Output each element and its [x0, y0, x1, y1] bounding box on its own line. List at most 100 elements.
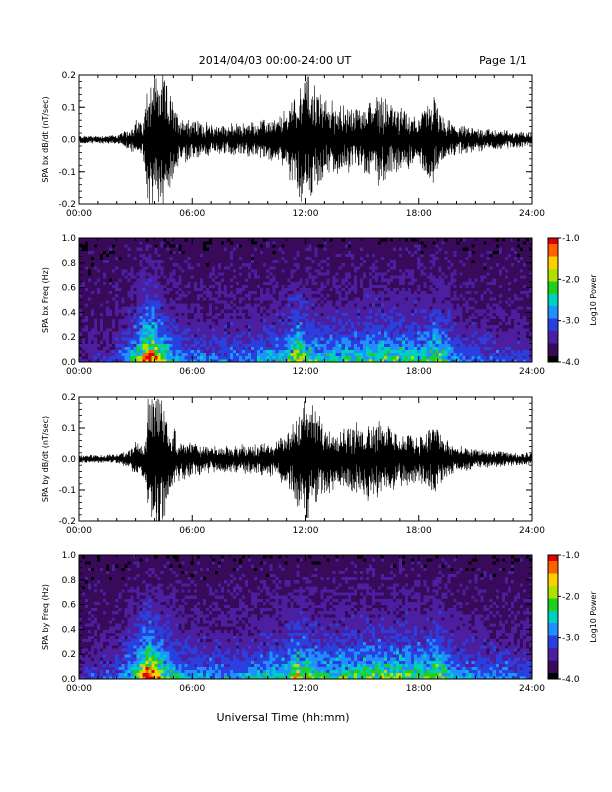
spectrogram-cell — [287, 322, 290, 326]
spectrogram-cell — [272, 322, 275, 326]
spectrogram-cell — [85, 312, 88, 316]
spectrogram-cell — [200, 285, 203, 289]
spectrogram-cell — [215, 238, 218, 242]
spectrogram-cell — [248, 340, 251, 344]
spectrogram-cell — [272, 263, 275, 267]
spectrogram-cell — [167, 263, 170, 267]
spectrogram-cell — [435, 343, 438, 347]
spectrogram-cell — [103, 275, 106, 279]
spectrogram-cell — [429, 281, 432, 285]
spectrogram-cell — [88, 343, 91, 347]
spectrogram-cell — [348, 306, 351, 310]
spectrogram-cell — [179, 337, 182, 341]
spectrogram-cell — [272, 325, 275, 329]
spectrogram-cell — [390, 306, 393, 310]
spectrogram-cell — [197, 306, 200, 310]
spectrogram-cell — [203, 306, 206, 310]
spectrogram-cell — [360, 272, 363, 276]
spectrogram-cell — [330, 347, 333, 351]
spectrogram-cell — [345, 250, 348, 254]
spectrogram-cell — [318, 356, 321, 360]
spectrogram-cell — [420, 316, 423, 320]
spectrogram-cell — [438, 241, 441, 245]
x-tick-label: 24:00 — [519, 209, 545, 219]
spectrogram-cell — [215, 291, 218, 295]
spectrogram-cell — [290, 337, 293, 341]
spectrogram-cell — [251, 272, 254, 276]
spectrogram-cell — [206, 294, 209, 298]
spectrogram-cell — [260, 269, 263, 273]
spectrogram-cell — [315, 278, 318, 282]
spectrogram-cell — [354, 353, 357, 357]
spectrogram-cell — [188, 244, 191, 248]
spectrogram-cell — [97, 325, 100, 329]
spectrogram-cell — [354, 247, 357, 251]
spectrogram-cell — [179, 254, 182, 258]
spectrogram-cell — [248, 356, 251, 360]
spectrogram-cell — [411, 294, 414, 298]
spectrogram-cell — [429, 309, 432, 313]
spectrogram-cell — [124, 343, 127, 347]
spectrogram-cell — [239, 334, 242, 338]
spectrogram-cell — [444, 272, 447, 276]
spectrogram-cell — [420, 269, 423, 273]
spectrogram-cell — [399, 250, 402, 254]
spectrogram-cell — [284, 343, 287, 347]
spectrogram-cell — [275, 247, 278, 251]
spectrogram-cell — [414, 275, 417, 279]
spectrogram-cell — [296, 288, 299, 292]
spectrogram-cell — [79, 281, 82, 285]
spectrogram-cell — [357, 297, 360, 301]
spectrogram-cell — [170, 340, 173, 344]
spectrogram-cell — [155, 254, 158, 258]
spectrogram-cell — [375, 356, 378, 360]
spectrogram-cell — [257, 312, 260, 316]
spectrogram-cell — [441, 281, 444, 285]
spectrogram-cell — [339, 294, 342, 298]
spectrogram-cell — [423, 340, 426, 344]
spectrogram-cell — [194, 340, 197, 344]
spectrogram-cell — [444, 347, 447, 351]
spectrogram-cell — [233, 350, 236, 354]
spectrogram-cell — [354, 303, 357, 307]
spectrogram-cell — [396, 334, 399, 338]
spectrogram-cell — [130, 306, 133, 310]
spectrogram-cell — [339, 281, 342, 285]
spectrogram-cell — [188, 272, 191, 276]
spectrogram-cell — [167, 244, 170, 248]
spectrogram-cell — [227, 241, 230, 245]
spectrogram-cell — [327, 294, 330, 298]
spectrogram-cell — [109, 300, 112, 304]
spectrogram-cell — [127, 319, 130, 323]
spectrogram-cell — [423, 319, 426, 323]
spectrogram-cell — [239, 343, 242, 347]
spectrogram-cell — [357, 331, 360, 335]
spectrogram-cell — [441, 266, 444, 270]
spectrogram-cell — [432, 322, 435, 326]
spectrogram-cell — [194, 281, 197, 285]
spectrogram-cell — [212, 247, 215, 251]
spectrogram-cell — [206, 334, 209, 338]
spectrogram-cell — [260, 306, 263, 310]
spectrogram-cell — [381, 328, 384, 332]
spectrogram-cell — [167, 247, 170, 251]
spectrogram-cell — [239, 272, 242, 276]
spectrogram-cell — [239, 278, 242, 282]
spectrogram-cell — [324, 247, 327, 251]
spectrogram-cell — [287, 244, 290, 248]
spectrogram-cell — [438, 340, 441, 344]
spectrogram-cell — [130, 275, 133, 279]
spectrogram-cell — [402, 278, 405, 282]
spectrogram-cell — [94, 263, 97, 267]
spectrogram-cell — [296, 254, 299, 258]
spectrogram-cell — [420, 260, 423, 264]
spectrogram-cell — [281, 278, 284, 282]
spectrogram-cell — [82, 263, 85, 267]
spectrogram-cell — [91, 257, 94, 261]
spectrogram-cell — [164, 247, 167, 251]
spectrogram-cell — [357, 247, 360, 251]
spectrogram-cell — [212, 309, 215, 313]
spectrogram-cell — [103, 241, 106, 245]
spectrogram-cell — [133, 312, 136, 316]
spectrogram-cell — [372, 331, 375, 335]
